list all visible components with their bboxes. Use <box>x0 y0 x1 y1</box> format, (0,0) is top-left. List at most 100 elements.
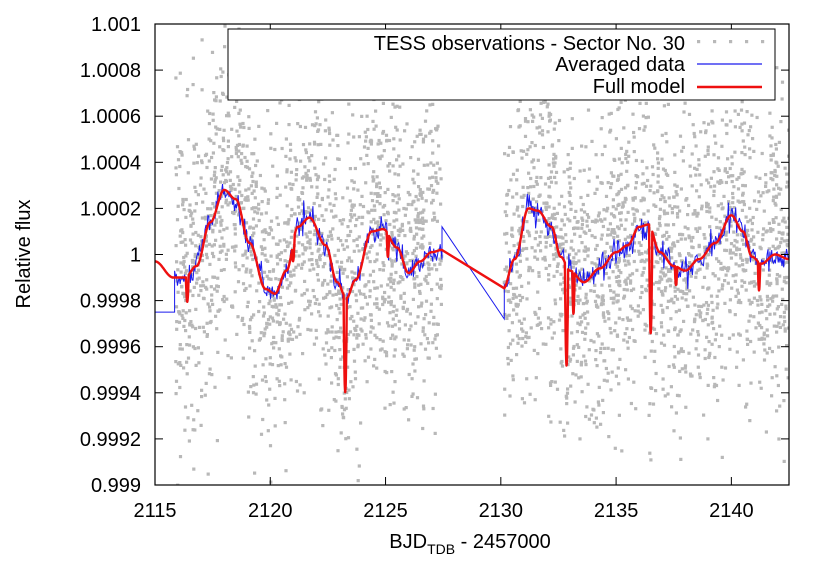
observation-point <box>280 334 284 338</box>
observation-point <box>780 231 784 236</box>
observation-point <box>324 341 329 345</box>
legend-point <box>745 40 749 44</box>
observation-point <box>185 343 189 347</box>
observation-point <box>717 277 721 281</box>
observation-point <box>321 347 325 351</box>
observation-point <box>697 309 701 313</box>
observation-point <box>604 271 608 276</box>
observation-point <box>738 253 743 257</box>
observation-point <box>696 333 701 337</box>
observation-point <box>569 202 573 206</box>
observation-point <box>278 295 283 300</box>
observation-point <box>731 174 735 178</box>
observation-point <box>623 237 627 241</box>
observation-point <box>324 295 328 299</box>
observation-point <box>577 249 581 253</box>
observation-point <box>337 511 340 514</box>
observation-point <box>411 177 415 181</box>
observation-point <box>208 309 212 313</box>
observation-point <box>334 214 338 218</box>
observation-point <box>716 167 720 171</box>
observation-point <box>549 170 554 174</box>
observation-point <box>332 203 336 207</box>
observation-point <box>259 432 264 436</box>
observation-point <box>565 391 570 395</box>
observation-point <box>262 238 266 242</box>
observation-point <box>511 378 515 382</box>
observation-point <box>680 149 684 153</box>
observation-point <box>250 191 254 195</box>
observation-point <box>697 163 701 167</box>
observation-point <box>418 289 422 294</box>
averaged-data-line <box>155 184 789 393</box>
observation-point <box>622 287 626 292</box>
observation-point <box>388 257 392 261</box>
observation-point <box>764 184 768 188</box>
observation-point <box>526 186 530 190</box>
observation-point <box>361 342 365 346</box>
observation-point <box>365 114 369 118</box>
observation-point <box>332 177 336 181</box>
observation-point <box>289 170 293 174</box>
observation-point <box>645 324 649 328</box>
observation-point <box>223 45 227 49</box>
observation-point <box>683 261 687 265</box>
observation-point <box>553 121 557 125</box>
observation-point <box>308 299 312 304</box>
observation-point <box>522 149 526 153</box>
observation-point <box>562 170 566 174</box>
observation-point <box>333 253 337 258</box>
observation-point <box>578 323 582 327</box>
observation-point <box>385 138 389 142</box>
observation-point <box>430 257 434 262</box>
observation-point <box>582 354 586 358</box>
observation-point <box>431 406 435 411</box>
observation-point <box>225 297 229 301</box>
observation-point <box>697 253 702 257</box>
observation-point <box>731 251 735 255</box>
observation-point <box>341 218 346 222</box>
observation-point <box>611 198 615 202</box>
observation-point <box>580 226 584 230</box>
x-tick-label: 2120 <box>248 500 293 522</box>
observation-point <box>313 229 317 233</box>
observation-point <box>668 277 672 281</box>
observation-point <box>382 263 386 268</box>
observation-point <box>537 306 542 311</box>
observation-point <box>751 257 755 261</box>
observation-point <box>251 226 256 230</box>
observation-point <box>350 314 354 319</box>
observation-point <box>676 239 680 243</box>
observation-point <box>216 0 219 1</box>
observation-point <box>609 233 613 237</box>
observation-point <box>391 164 395 168</box>
observation-point <box>695 339 699 343</box>
observation-point <box>334 335 338 339</box>
observation-point <box>506 356 510 361</box>
observation-point <box>392 304 396 308</box>
x-axis-title: BJDTDB - 2457000 <box>389 531 550 557</box>
observation-point <box>233 290 237 294</box>
observation-point <box>192 144 196 148</box>
observation-point <box>285 170 289 174</box>
observation-point <box>205 287 209 291</box>
observation-point <box>677 269 681 273</box>
observation-point <box>704 301 709 305</box>
observation-point <box>592 421 596 425</box>
observation-point <box>325 238 329 242</box>
observation-point <box>740 167 744 171</box>
observation-point <box>517 275 521 279</box>
observation-point <box>341 196 345 200</box>
observation-point <box>783 220 787 224</box>
observation-point <box>623 186 628 190</box>
observation-point <box>706 383 710 387</box>
observation-point <box>734 294 738 298</box>
observation-point <box>664 223 668 227</box>
observation-point <box>590 219 594 223</box>
observation-point <box>601 298 605 302</box>
observation-point <box>579 360 584 364</box>
observation-point <box>364 333 368 337</box>
observation-point <box>780 287 784 291</box>
observation-point <box>521 336 525 341</box>
observation-point <box>712 376 716 380</box>
